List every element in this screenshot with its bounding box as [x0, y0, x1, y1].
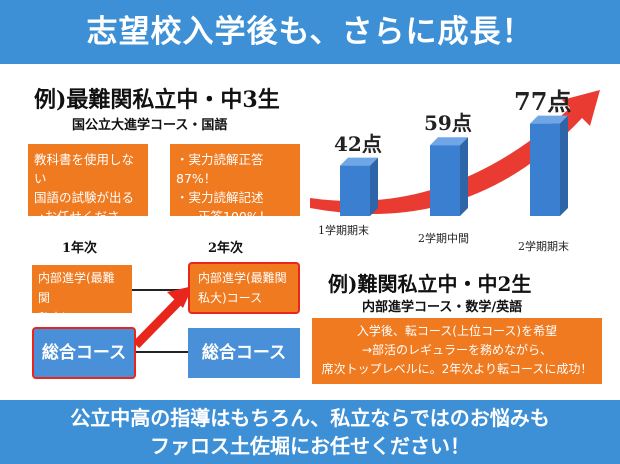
bottom-banner-line: ファロス土佐堀にお任せください！ [150, 434, 470, 458]
bar-top [340, 157, 378, 166]
box-line: →お任せください！ [34, 209, 120, 243]
box-line: ・実力読解記述 [176, 190, 264, 205]
score-chart [310, 90, 600, 216]
category-label: 1学期期末 [318, 224, 369, 237]
box-line: 国語の試験が出る [34, 190, 135, 205]
course-line: 内部進学(最難関 [38, 271, 115, 305]
box-line: ・実力読解正答87%！ [176, 152, 264, 186]
chart-labels: 42点 1学期期末 59点 2学期中間 77点 2学期期末 [300, 78, 620, 253]
transfer-arrow-head [167, 286, 193, 308]
data-label: 77点 [514, 86, 572, 116]
course-general-year1: 総合コース [32, 327, 136, 379]
bar [340, 165, 370, 216]
year2-label: 2年次 [208, 241, 244, 256]
box-line: 入学後、転コース(上位コース)を希望 [356, 324, 558, 338]
box-line: 席次トップレベルに。2年次より転コースに成功！ [321, 362, 593, 376]
example1-subtitle: 国公立大進学コース・国語 [72, 118, 228, 133]
example1-box-right: ・実力読解正答87%！ ・実力読解記述 正答100%！ [170, 144, 300, 224]
bar-top [430, 137, 468, 146]
example2-box: 入学後、転コース(上位コース)を希望 →部活のレギュラーを務めながら、 席次トッ… [312, 318, 602, 384]
category-label: 2学期期末 [518, 240, 569, 253]
course-line: 私大)コース [38, 311, 103, 325]
bottom-banner-line: 公立中高の指導はもちろん、私立ならではのお悩みも [70, 406, 550, 430]
bar [530, 123, 560, 216]
course-general-year2: 総合コース [188, 328, 300, 378]
data-label: 59点 [424, 111, 472, 136]
year1-label: 1年次 [62, 241, 98, 256]
bar-side [560, 115, 568, 216]
course-internal-year1: 内部進学(最難関 私大)コース [32, 265, 132, 325]
course-line: 私大)コース [198, 291, 263, 305]
box-line: 正答100%！ [198, 209, 272, 224]
bar-top [530, 115, 568, 124]
bar-side [460, 137, 468, 216]
category-label: 2学期中間 [418, 232, 469, 245]
transfer-arrow-shaft [132, 296, 184, 349]
course-internal-year2: 内部進学(最難関 私大)コース [188, 262, 300, 314]
box-line: 教科書を使用しない [34, 152, 135, 186]
example2-title: 例)難関私立中・中2生 [328, 272, 532, 296]
box-line: →部活のレギュラーを務めながら、 [361, 343, 553, 357]
data-label: 42点 [334, 131, 382, 156]
top-banner: 志望校入学後も、さらに成長！ [0, 0, 620, 64]
course-line: 内部進学(最難関 [198, 271, 287, 285]
example2-subtitle: 内部進学コース・数学/英語 [362, 300, 523, 315]
example1-title: 例)最難関私立中・中3生 [34, 87, 280, 113]
bar-side [370, 157, 378, 216]
example1-box-left: 教科書を使用しない 国語の試験が出る →お任せください！ [28, 144, 148, 243]
bar [430, 145, 460, 216]
bottom-banner: 公立中高の指導はもちろん、私立ならではのお悩みも ファロス土佐堀にお任せください… [0, 400, 620, 464]
